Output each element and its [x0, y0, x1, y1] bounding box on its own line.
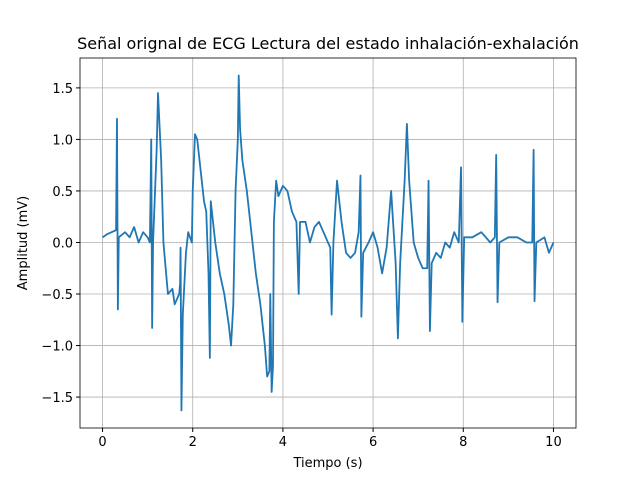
- x-tick-label: 2: [189, 435, 197, 450]
- x-axis-label: Tiempo (s): [292, 456, 362, 471]
- plot-frame: [79, 57, 577, 429]
- x-tick-label: 4: [279, 435, 287, 450]
- chart-title: Señal orignal de ECG Lectura del estado …: [77, 34, 579, 53]
- y-axis-label: Amplitud (mV): [16, 196, 31, 290]
- y-tick-label: 1.0: [52, 133, 73, 148]
- line-series: [102, 74, 555, 412]
- y-tick-label: 0.5: [52, 185, 73, 200]
- y-tick-label: 0.0: [52, 236, 73, 251]
- y-tick-label: 1.5: [52, 82, 73, 97]
- y-tick-label: −1.5: [41, 391, 73, 406]
- y-tick-label: −0.5: [41, 288, 73, 303]
- x-tick-label: 8: [459, 435, 467, 450]
- x-tick-label: 6: [369, 435, 377, 450]
- y-tick-label: −1.0: [41, 340, 73, 355]
- x-tick-label: 0: [98, 435, 106, 450]
- x-tick-label: 10: [545, 435, 562, 450]
